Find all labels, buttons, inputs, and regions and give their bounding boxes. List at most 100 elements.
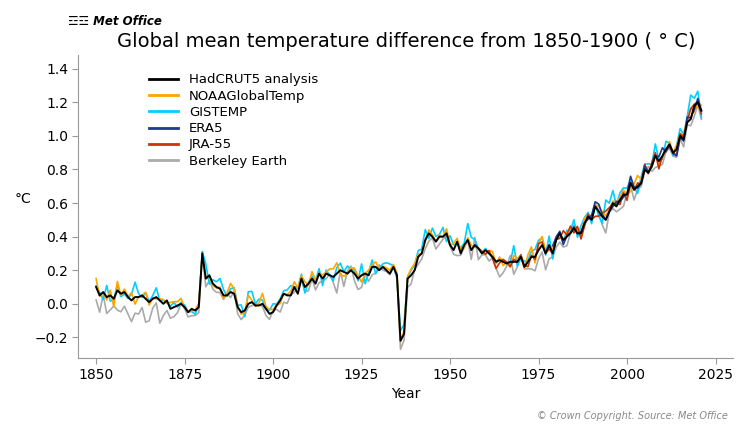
Text: ☲☲ Met Office: ☲☲ Met Office xyxy=(68,15,161,28)
ERA5 xyxy=(644,169,652,174)
JRA-55 xyxy=(587,217,596,222)
Berkeley Earth xyxy=(137,305,146,310)
Line: JRA-55: JRA-55 xyxy=(478,102,701,269)
HadCRUT5 analysis xyxy=(697,108,706,113)
ERA5 xyxy=(662,149,670,154)
JRA-55 xyxy=(619,190,628,195)
NOAAGlobalTemp xyxy=(137,293,146,298)
JRA-55 xyxy=(506,264,515,269)
NOAAGlobalTemp xyxy=(92,276,100,281)
ERA5 xyxy=(655,154,664,159)
GISTEMP xyxy=(453,241,462,246)
ERA5 xyxy=(602,217,610,222)
ERA5 xyxy=(559,242,568,247)
Line: Berkeley Earth: Berkeley Earth xyxy=(96,105,701,349)
ERA5 xyxy=(633,185,642,190)
HadCRUT5 analysis xyxy=(364,273,374,278)
ERA5 xyxy=(686,115,695,120)
GISTEMP xyxy=(137,295,146,300)
GISTEMP xyxy=(364,270,374,275)
ERA5 xyxy=(637,181,646,186)
Berkeley Earth xyxy=(396,347,405,352)
ERA5 xyxy=(640,163,650,168)
JRA-55 xyxy=(693,99,702,105)
ERA5 xyxy=(680,139,688,144)
GISTEMP xyxy=(286,283,296,288)
NOAAGlobalTemp xyxy=(693,101,702,106)
ERA5 xyxy=(682,114,692,119)
ERA5 xyxy=(552,234,561,239)
ERA5 xyxy=(616,199,625,204)
NOAAGlobalTemp xyxy=(286,289,296,294)
ERA5 xyxy=(569,224,578,230)
Berkeley Earth xyxy=(693,102,702,108)
Berkeley Earth xyxy=(268,308,278,313)
HadCRUT5 analysis xyxy=(693,100,702,105)
ERA5 xyxy=(622,191,632,196)
HadCRUT5 analysis xyxy=(396,338,405,343)
GISTEMP xyxy=(693,89,702,94)
Line: GISTEMP: GISTEMP xyxy=(96,91,701,331)
JRA-55 xyxy=(491,266,500,271)
ERA5 xyxy=(658,145,667,150)
ERA5 xyxy=(577,229,586,234)
NOAAGlobalTemp xyxy=(364,268,374,273)
ERA5 xyxy=(584,217,592,222)
NOAAGlobalTemp xyxy=(396,339,405,344)
Berkeley Earth xyxy=(286,292,296,297)
ERA5 xyxy=(697,108,706,113)
NOAAGlobalTemp xyxy=(417,251,426,256)
Title: Global mean temperature difference from 1850-1900 ( ° C): Global mean temperature difference from … xyxy=(116,32,695,51)
GISTEMP xyxy=(697,115,706,120)
GISTEMP xyxy=(417,246,426,252)
ERA5 xyxy=(619,194,628,199)
Legend: HadCRUT5 analysis, NOAAGlobalTemp, GISTEMP, ERA5, JRA-55, Berkeley Earth: HadCRUT5 analysis, NOAAGlobalTemp, GISTE… xyxy=(144,68,323,173)
Line: HadCRUT5 analysis: HadCRUT5 analysis xyxy=(96,102,701,341)
Y-axis label: °C: °C xyxy=(15,193,32,207)
NOAAGlobalTemp xyxy=(697,103,706,108)
ERA5 xyxy=(693,96,702,101)
Berkeley Earth xyxy=(364,279,374,284)
ERA5 xyxy=(651,153,660,158)
GISTEMP xyxy=(92,283,100,288)
ERA5 xyxy=(594,201,603,207)
ERA5 xyxy=(668,151,677,156)
ERA5 xyxy=(573,231,582,236)
JRA-55 xyxy=(569,230,578,235)
Line: ERA5: ERA5 xyxy=(553,99,701,246)
ERA5 xyxy=(665,142,674,147)
ERA5 xyxy=(566,230,575,235)
JRA-55 xyxy=(474,246,483,251)
HadCRUT5 analysis xyxy=(92,284,100,289)
ERA5 xyxy=(647,164,656,170)
GISTEMP xyxy=(396,328,405,333)
Berkeley Earth xyxy=(697,117,706,122)
JRA-55 xyxy=(602,209,610,214)
Text: © Crown Copyright. Source: Met Office: © Crown Copyright. Source: Met Office xyxy=(537,411,728,421)
ERA5 xyxy=(548,243,557,248)
GISTEMP xyxy=(268,301,278,306)
Berkeley Earth xyxy=(453,253,462,258)
ERA5 xyxy=(676,135,685,140)
JRA-55 xyxy=(622,198,632,203)
ERA5 xyxy=(562,233,572,238)
ERA5 xyxy=(598,212,607,217)
ERA5 xyxy=(587,212,596,218)
NOAAGlobalTemp xyxy=(453,236,462,241)
HadCRUT5 analysis xyxy=(268,310,278,315)
ERA5 xyxy=(608,204,617,209)
NOAAGlobalTemp xyxy=(268,307,278,312)
HadCRUT5 analysis xyxy=(137,293,146,298)
JRA-55 xyxy=(697,111,706,116)
ERA5 xyxy=(604,209,613,214)
ERA5 xyxy=(690,107,699,112)
Berkeley Earth xyxy=(92,298,100,303)
ERA5 xyxy=(612,199,621,204)
ERA5 xyxy=(555,229,564,234)
HadCRUT5 analysis xyxy=(286,293,296,298)
Berkeley Earth xyxy=(417,256,426,261)
ERA5 xyxy=(672,153,681,159)
ERA5 xyxy=(591,199,600,204)
ERA5 xyxy=(580,221,589,226)
HadCRUT5 analysis xyxy=(453,239,462,244)
